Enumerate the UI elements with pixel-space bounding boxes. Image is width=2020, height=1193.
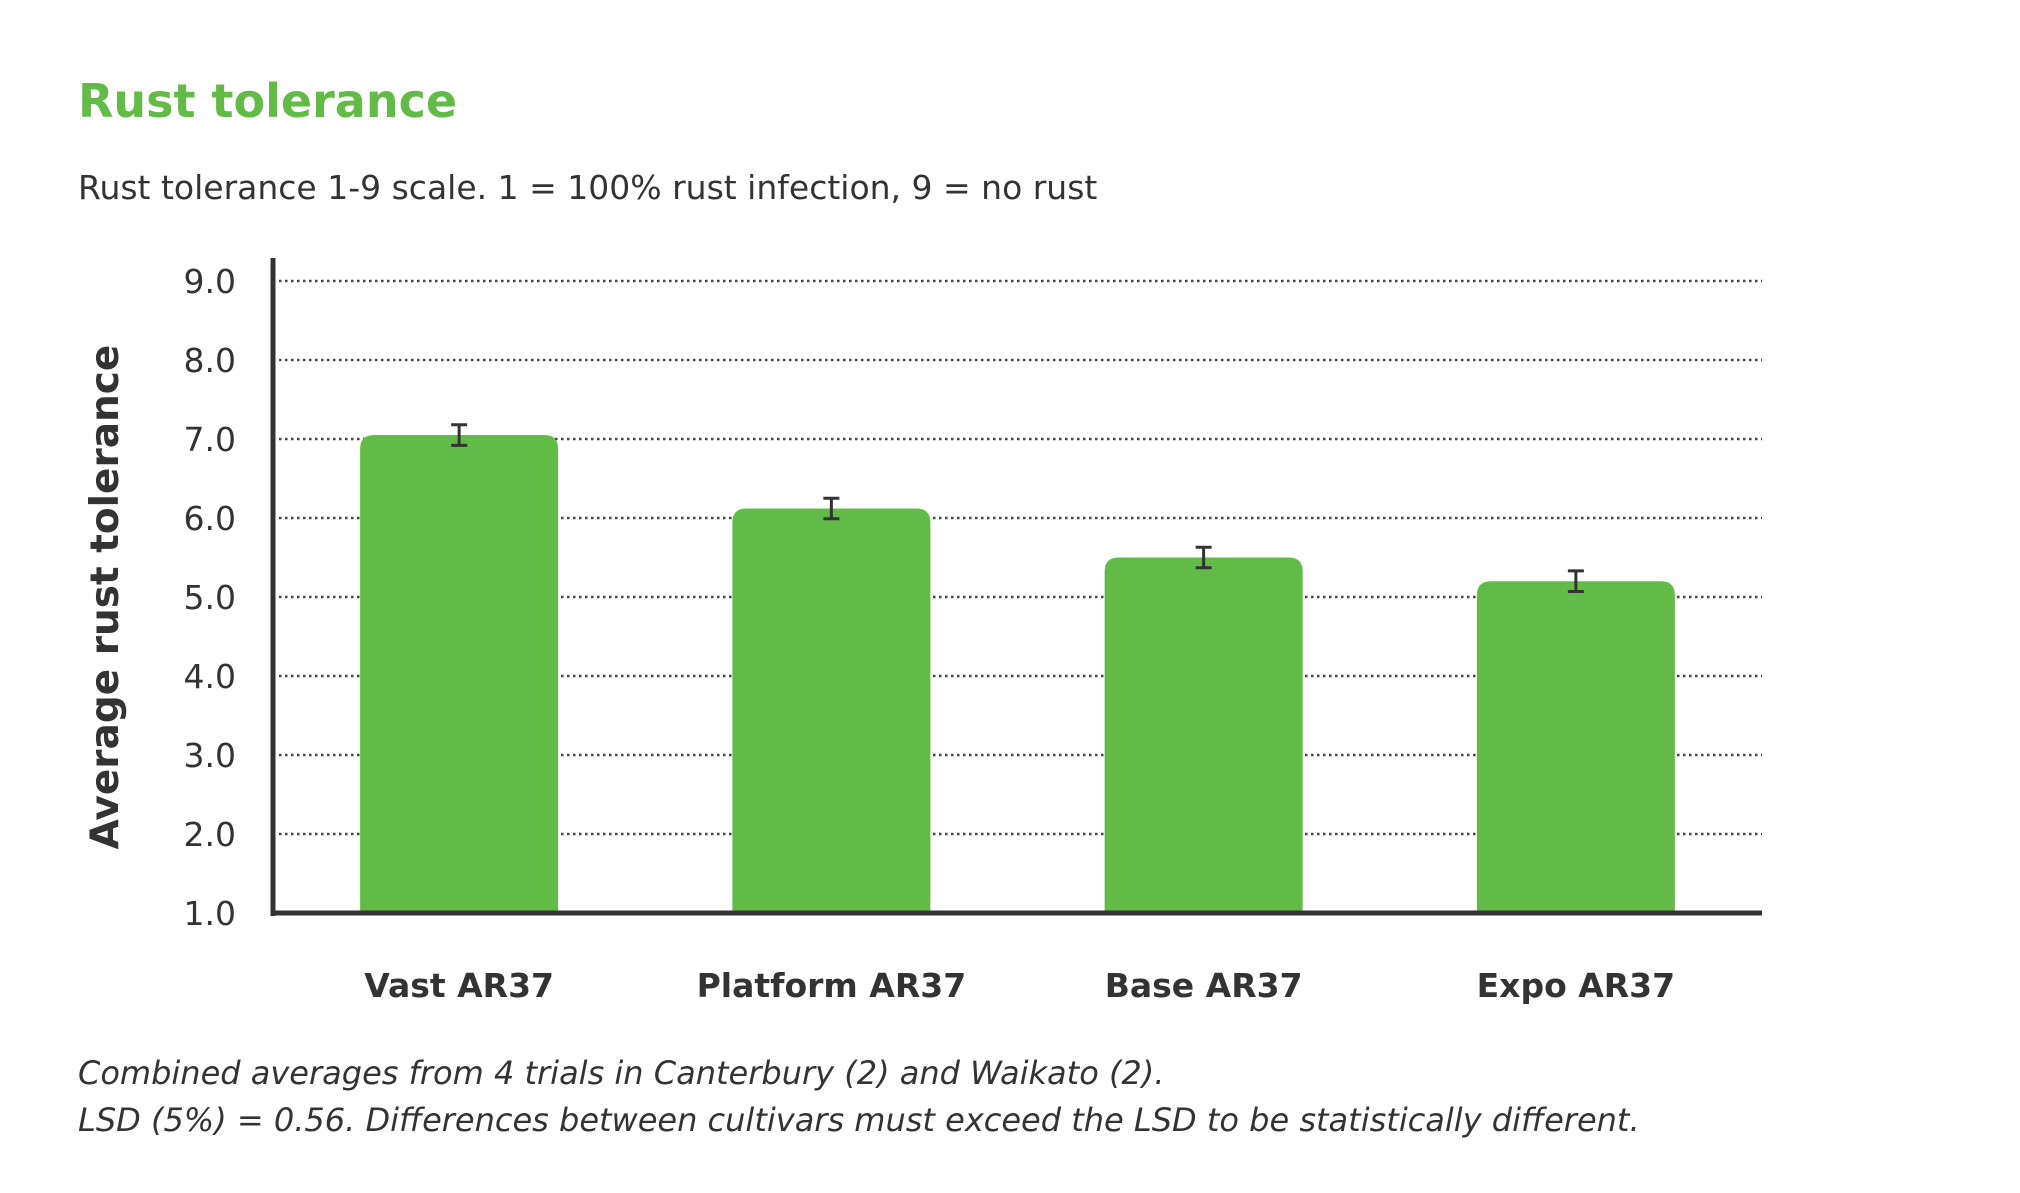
- chart-subtitle: Rust tolerance 1-9 scale. 1 = 100% rust …: [78, 168, 1098, 207]
- y-tick-label: 6.0: [184, 499, 236, 538]
- x-tick-label: Expo AR37: [1477, 966, 1675, 1005]
- x-tick-label: Base AR37: [1105, 966, 1303, 1005]
- y-tick-label: 5.0: [184, 578, 236, 617]
- y-tick-label: 9.0: [184, 262, 236, 301]
- error-bar: [451, 423, 468, 447]
- chart-title: Rust tolerance: [78, 74, 458, 128]
- bar: [732, 508, 931, 913]
- y-tick-label: 4.0: [184, 657, 236, 696]
- x-tick-label: Platform AR37: [697, 966, 967, 1005]
- footnote-trials: Combined averages from 4 trials in Cante…: [78, 1054, 1165, 1092]
- y-tick-label: 3.0: [184, 736, 236, 775]
- error-bar: [1567, 569, 1584, 593]
- bar: [1104, 557, 1303, 913]
- footnote-lsd: LSD (5%) = 0.56. Differences between cul…: [78, 1101, 1640, 1139]
- bar: [1476, 581, 1675, 913]
- bar: [360, 435, 559, 913]
- y-axis-title: Average rust tolerance: [83, 345, 128, 850]
- y-tick-label: 1.0: [184, 894, 236, 933]
- error-bars: [451, 423, 1584, 593]
- error-bar: [823, 496, 840, 521]
- labels: 1.0 2.0 3.0 4.0 5.0 6.0 7.0 8.0 9.0 Vast AR37 Plat…: [83, 262, 1675, 1005]
- x-tick-label: Vast AR37: [364, 966, 554, 1005]
- axes: [270, 258, 1762, 916]
- y-tick-label: 8.0: [184, 341, 236, 380]
- y-tick-label: 7.0: [184, 420, 236, 459]
- bars: [360, 435, 1675, 913]
- error-bar: [1195, 545, 1212, 570]
- y-tick-label: 2.0: [184, 815, 236, 854]
